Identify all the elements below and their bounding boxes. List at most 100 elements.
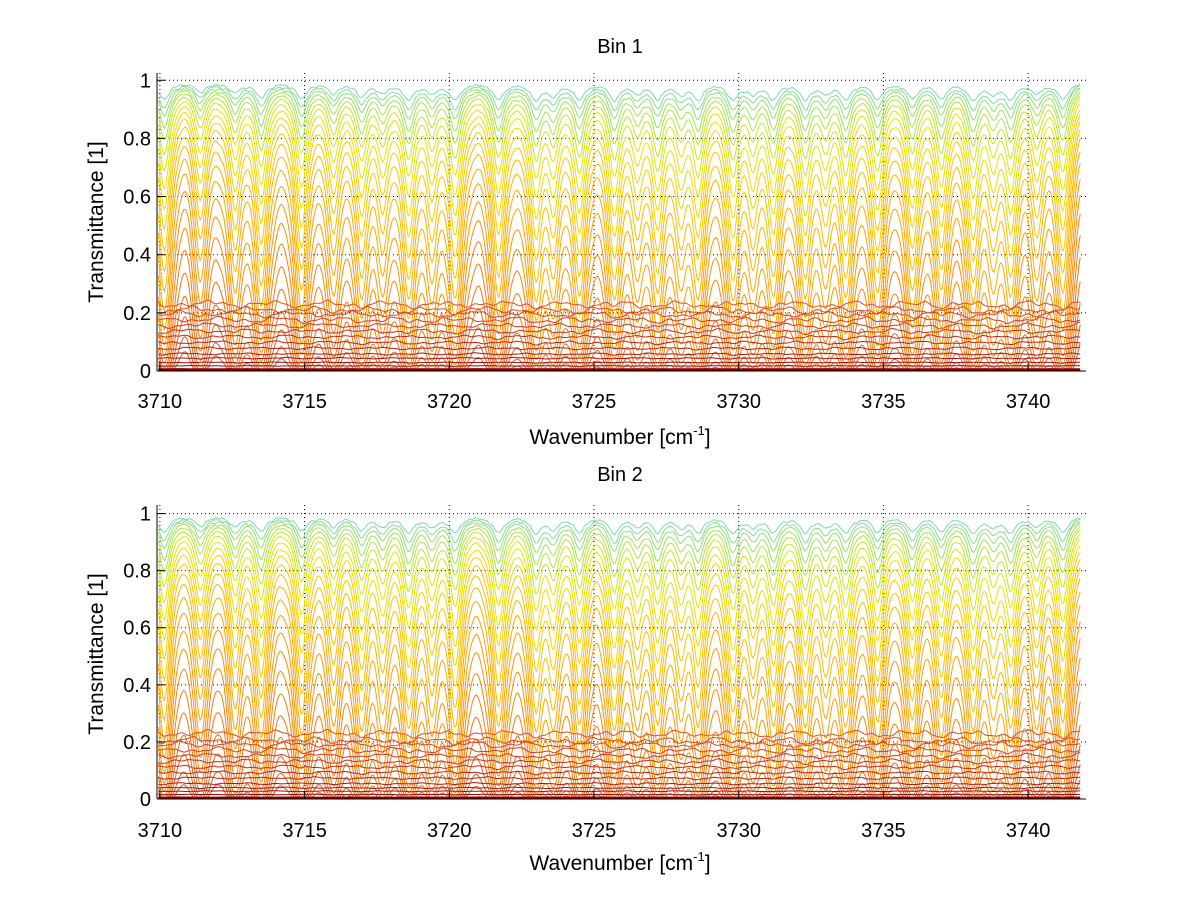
transmittance-curve [157, 91, 1081, 148]
transmittance-curve [158, 728, 1081, 740]
transmittance-curve [157, 235, 1081, 370]
x-tick-label: 3730 [716, 391, 761, 413]
y-tick-label: 0.4 [123, 675, 151, 697]
transmittance-curve [157, 545, 1081, 653]
x-tick-label: 3720 [427, 820, 472, 842]
bin-2-xlabel-sup: -1 [693, 849, 705, 864]
y-tick-label: 0 [140, 789, 151, 811]
transmittance-curve [157, 103, 1081, 200]
transmittance-curve [157, 577, 1081, 734]
transmittance-curve [158, 340, 1081, 346]
transmittance-curve [157, 95, 1081, 162]
transmittance-curve [157, 88, 1081, 133]
transmittance-curve [158, 361, 1081, 364]
transmittance-curve [157, 523, 1081, 567]
transmittance-curve [157, 83, 1081, 103]
transmittance-curve [158, 786, 1081, 790]
transmittance-curve [157, 114, 1081, 242]
transmittance-curve [158, 740, 1081, 750]
bin-2-axes [156, 505, 1086, 800]
transmittance-curve [158, 770, 1081, 776]
transmittance-curve [158, 793, 1081, 796]
bin-2-xlabel: Wavenumber [cm-1] [529, 849, 710, 875]
transmittance-curve [158, 346, 1081, 351]
bin-2-ylabel: Transmittance [1] [85, 573, 108, 734]
transmittance-curve [157, 521, 1081, 554]
y-tick-label: 0.2 [123, 732, 151, 754]
transmittance-curve [157, 163, 1081, 339]
transmittance-curve [157, 558, 1081, 694]
bin-1-xlabel-sup: -1 [693, 423, 705, 438]
transmittance-curve [158, 309, 1081, 319]
x-tick-label: 3725 [572, 820, 617, 842]
transmittance-curve [158, 764, 1081, 771]
transmittance-curve [157, 213, 1081, 367]
transmittance-curve [158, 758, 1081, 766]
transmittance-curve [157, 98, 1081, 180]
y-tick-label: 0.6 [123, 618, 151, 640]
x-tick-label: 3710 [138, 820, 183, 842]
x-tick-label: 3720 [427, 391, 472, 413]
bin-1-curves [157, 83, 1081, 372]
transmittance-curve [157, 539, 1081, 632]
transmittance-curve [157, 604, 1081, 768]
transmittance-curve [158, 328, 1081, 336]
x-tick-label: 3715 [282, 391, 327, 413]
x-tick-label: 3735 [861, 820, 906, 842]
transmittance-curve [157, 533, 1081, 612]
transmittance-curve [157, 87, 1081, 121]
y-tick-label: 0.4 [123, 245, 151, 267]
transmittance-curve [158, 352, 1081, 356]
bin-1-ylabel: Transmittance [1] [85, 141, 108, 302]
bin-2-panel: Bin 2 Transmittance [1] Wavenumber [cm-1… [85, 464, 1086, 875]
x-tick-label: 3735 [861, 391, 906, 413]
bin-1-xlabel-main: Wavenumber [cm [529, 426, 693, 449]
bin-2-xlabel-end: ] [705, 852, 711, 875]
y-tick-label: 0.8 [123, 561, 151, 583]
transmittance-curve [158, 776, 1081, 781]
bin-2-xlabel-main: Wavenumber [cm [529, 852, 693, 875]
x-tick-label: 3725 [572, 391, 617, 413]
bin-2-curves [157, 517, 1081, 800]
transmittance-curve [158, 305, 1081, 316]
y-tick-label: 0.6 [123, 187, 151, 209]
transmittance-curve [157, 517, 1081, 536]
transmittance-curve [157, 526, 1081, 581]
transmittance-curve [157, 518, 1081, 545]
transmittance-curve [158, 356, 1081, 360]
transmittance-curve [157, 638, 1081, 789]
transmittance-curve [158, 735, 1081, 746]
transmittance-curve [157, 121, 1081, 263]
bin-2-title: Bin 2 [597, 464, 643, 486]
bin-1-xlabel: Wavenumber [cm-1] [529, 423, 710, 449]
transmittance-curve [157, 109, 1081, 222]
y-tick-label: 0.2 [123, 303, 151, 325]
transmittance-curve [158, 782, 1081, 786]
transmittance-curve [157, 530, 1081, 595]
transmittance-curve [158, 790, 1081, 793]
transmittance-curve [157, 84, 1081, 112]
x-tick-label: 3715 [282, 820, 327, 842]
x-tick-label: 3710 [138, 391, 183, 413]
y-tick-label: 0 [140, 361, 151, 383]
transmittance-curve [157, 129, 1081, 284]
transmittance-curve [158, 746, 1081, 755]
bin-1-title: Bin 1 [597, 36, 643, 58]
bin-1-xlabel-end: ] [705, 426, 711, 449]
y-tick-label: 0.8 [123, 128, 151, 150]
transmittance-curve [158, 752, 1081, 760]
x-tick-label: 3730 [716, 820, 761, 842]
transmittance-curve [158, 315, 1081, 325]
bin-1-axes [156, 73, 1086, 372]
transmittance-curve [157, 621, 1081, 781]
transmittance-curve [158, 321, 1081, 330]
transmittance-curve [157, 591, 1081, 753]
transmittance-curve [157, 567, 1081, 715]
bin-1-ticks: 3710 3715 3720 3725 3730 3735 3740 0 0.2 0.4 0.6 0.… [123, 70, 1050, 413]
x-tick-label: 3740 [1006, 820, 1051, 842]
transmittance-curve [157, 151, 1081, 323]
transmittance-curve [158, 299, 1081, 311]
y-tick-label: 1 [140, 70, 151, 92]
transmittance-curve [157, 179, 1081, 352]
